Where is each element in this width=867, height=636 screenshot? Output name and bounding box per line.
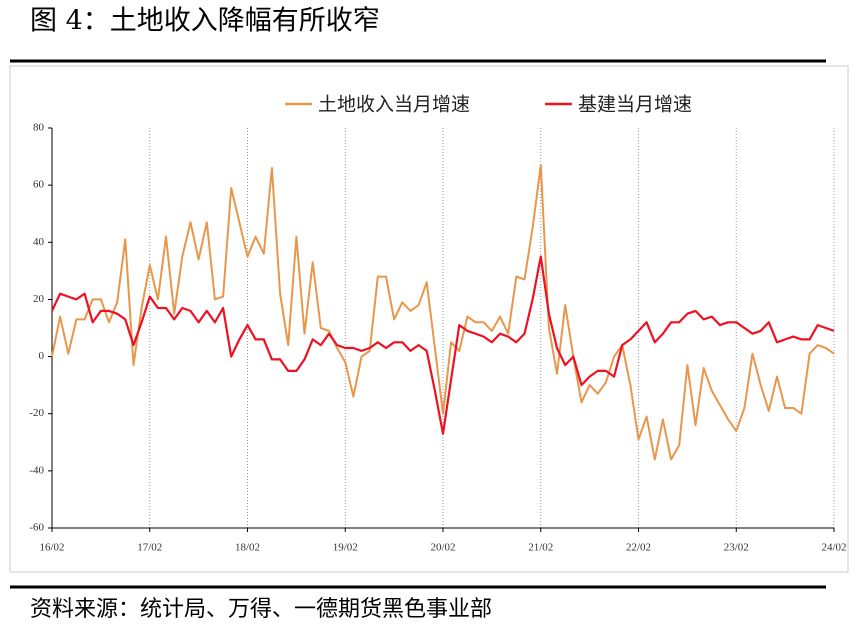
legend-label: 土地收入当月增速	[318, 94, 470, 116]
y-tick-label: 40	[33, 236, 45, 248]
chart-frame	[9, 65, 849, 573]
y-tick-label: -20	[29, 407, 44, 419]
source: 资料来源：统计局、万得、一德期货黑色事业部	[30, 597, 492, 622]
series-line	[51, 255, 835, 435]
y-tick-label: 60	[33, 179, 45, 191]
title: 图 4：土地收入降幅有所收窄	[30, 6, 380, 37]
x-tick-label: 16/02	[39, 542, 64, 554]
y-tick-label: 20	[33, 293, 45, 305]
y-tick-label: 0	[39, 350, 45, 362]
x-tick-label: 19/02	[333, 542, 358, 554]
y-tick-label: -60	[29, 522, 44, 534]
x-tick-label: 17/02	[137, 542, 162, 554]
x-tick-label: 18/02	[235, 542, 260, 554]
x-tick-label: 24/02	[821, 542, 846, 554]
y-tick-label: 80	[33, 122, 45, 134]
x-tick-label: 22/02	[626, 542, 651, 554]
x-tick-label: 21/02	[528, 542, 553, 554]
series-line	[51, 164, 835, 461]
x-tick-label: 23/02	[724, 542, 749, 554]
y-tick-label: -40	[29, 464, 44, 476]
legend-label: 基建当月增速	[578, 94, 692, 116]
x-tick-label: 20/02	[430, 542, 455, 554]
